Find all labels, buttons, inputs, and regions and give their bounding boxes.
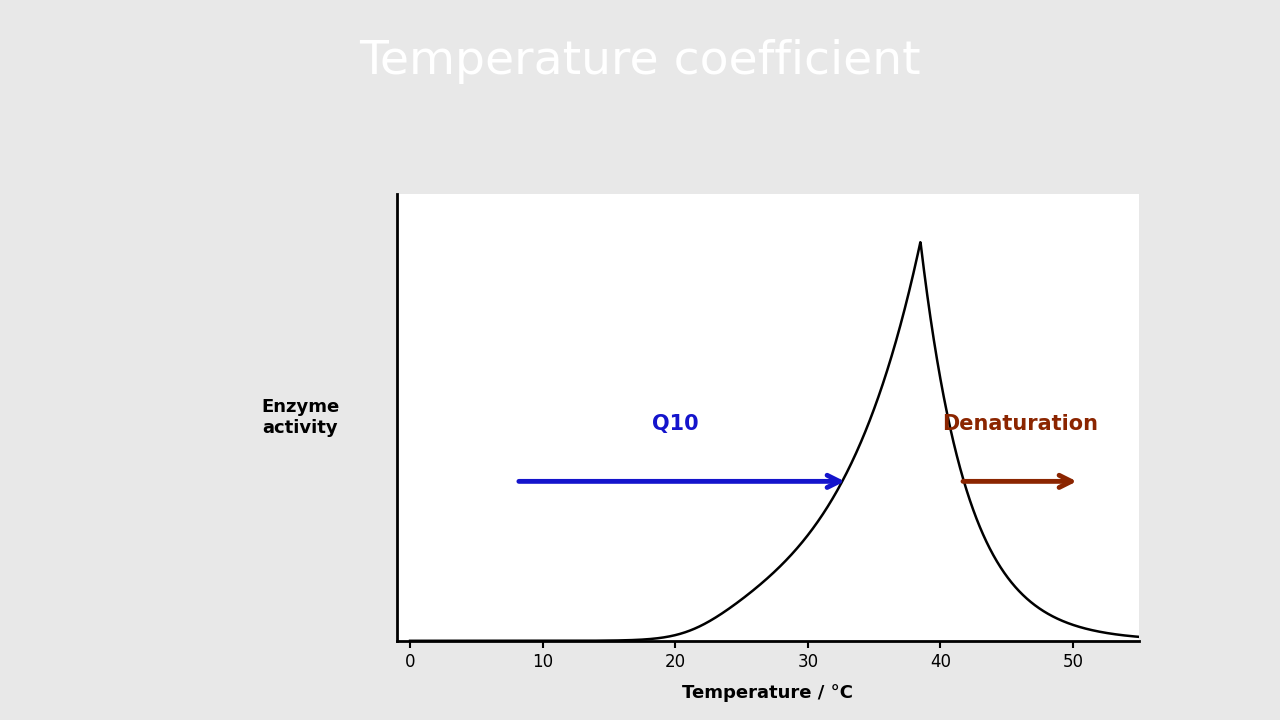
X-axis label: Temperature / °C: Temperature / °C — [682, 685, 854, 703]
Text: Q10: Q10 — [652, 413, 699, 433]
Text: Denaturation: Denaturation — [942, 413, 1098, 433]
Text: Temperature coefficient: Temperature coefficient — [360, 39, 920, 84]
Text: Enzyme
activity: Enzyme activity — [261, 398, 339, 437]
